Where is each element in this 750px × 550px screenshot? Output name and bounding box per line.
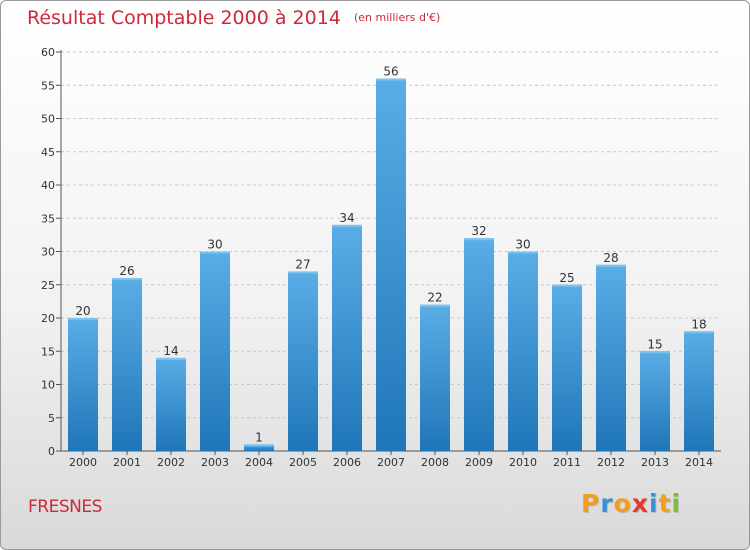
data-label-2008: 22 <box>427 291 442 305</box>
x-tick-label-2008: 2008 <box>421 456 449 469</box>
bar-2005 <box>288 271 318 451</box>
x-tick-label-2009: 2009 <box>465 456 493 469</box>
logo-letter: r <box>600 489 614 518</box>
data-label-2005: 27 <box>295 257 310 271</box>
bar-2004 <box>244 444 274 451</box>
bar-top-edge <box>112 278 142 281</box>
bar-top-edge <box>288 271 318 274</box>
y-tick-label: 5 <box>48 412 55 425</box>
y-tick-label: 20 <box>41 312 55 325</box>
x-tick-label-2003: 2003 <box>201 456 229 469</box>
bar-top-edge <box>684 331 714 334</box>
bar-2013 <box>640 351 670 451</box>
x-tick-label-2006: 2006 <box>333 456 361 469</box>
bar-2002 <box>156 357 186 451</box>
bar-2009 <box>464 238 494 451</box>
x-tick-label-2007: 2007 <box>377 456 405 469</box>
bar-top-edge <box>156 357 186 360</box>
bar-2010 <box>508 251 538 451</box>
x-tick-label-2014: 2014 <box>685 456 713 469</box>
logo-letter: P <box>581 489 601 518</box>
data-label-2002: 14 <box>163 344 178 358</box>
logo-letter: i <box>649 489 659 518</box>
bar-2000 <box>68 318 98 451</box>
commune-name: FRESNES <box>28 497 102 517</box>
chart-title: Résultat Comptable 2000 à 2014 <box>27 7 341 29</box>
x-tick-label-2013: 2013 <box>641 456 669 469</box>
bar-top-edge <box>68 318 98 320</box>
bar-top-edge <box>508 251 538 254</box>
y-tick-label: 40 <box>41 179 55 192</box>
y-tick-label: 25 <box>41 279 55 292</box>
bar-top-edge <box>376 78 406 81</box>
data-label-2014: 18 <box>691 317 706 331</box>
logo-letter: i <box>671 489 682 518</box>
bar-2012 <box>596 264 626 451</box>
y-tick-label: 35 <box>41 212 55 225</box>
logo-letter: t <box>658 489 672 518</box>
data-label-2003: 30 <box>207 238 222 252</box>
data-label-2010: 30 <box>515 238 530 252</box>
y-tick-label: 10 <box>41 379 55 392</box>
y-tick-label: 15 <box>41 345 55 358</box>
data-label-2009: 32 <box>471 224 486 238</box>
bar-top-edge <box>332 224 362 227</box>
x-tick-label-2012: 2012 <box>597 456 625 469</box>
data-label-2011: 25 <box>559 271 574 285</box>
y-tick-label: 60 <box>41 46 55 59</box>
labels: 0 5 10 15 20 25 30 35 40 45 50 55 60 20 2000 26 2001 14 20… <box>41 46 713 469</box>
data-label-2006: 34 <box>339 211 354 225</box>
x-tick-label-2001: 2001 <box>113 456 141 469</box>
logo-letter: x <box>631 489 649 518</box>
bar-top-edge <box>244 444 274 447</box>
chart-subtitle: (en milliers d'€) <box>353 11 441 24</box>
bar-top-edge <box>200 251 230 254</box>
bar-top-edge <box>464 238 494 241</box>
bar-2007 <box>376 78 406 451</box>
x-tick-label-2011: 2011 <box>553 456 581 469</box>
data-label-2013: 15 <box>647 337 662 351</box>
data-label-2007: 56 <box>383 65 398 79</box>
y-tick-label: 0 <box>48 445 55 458</box>
x-tick-label-2004: 2004 <box>245 456 273 469</box>
x-tick-label-2005: 2005 <box>289 456 317 469</box>
x-tick-label-2000: 2000 <box>69 456 97 469</box>
data-label-2012: 28 <box>603 251 618 265</box>
bar-top-edge <box>420 304 450 307</box>
proxiti-logo[interactable]: Proxiti <box>581 489 681 518</box>
data-label-2001: 26 <box>119 264 134 278</box>
data-label-2000: 20 <box>75 304 90 318</box>
bar-2011 <box>552 284 582 451</box>
bar-top-edge <box>596 264 626 267</box>
bar-top-edge <box>552 284 582 287</box>
y-tick-label: 30 <box>41 246 55 259</box>
logo-letter: o <box>613 489 632 518</box>
bar-2008 <box>420 304 450 451</box>
x-tick-label-2002: 2002 <box>157 456 185 469</box>
data-label-2004: 1 <box>255 430 263 444</box>
bar-2003 <box>200 251 230 451</box>
y-tick-label: 55 <box>41 79 55 92</box>
bar-2001 <box>112 278 142 451</box>
chart-header: Résultat Comptable 2000 à 2014 (en milli… <box>27 7 440 29</box>
bar-2006 <box>332 224 362 451</box>
y-tick-label: 45 <box>41 146 55 159</box>
x-tick-label-2010: 2010 <box>509 456 537 469</box>
bar-2014 <box>684 331 714 451</box>
bar-top-edge <box>640 351 670 354</box>
bars <box>68 78 714 451</box>
y-tick-label: 50 <box>41 113 55 126</box>
